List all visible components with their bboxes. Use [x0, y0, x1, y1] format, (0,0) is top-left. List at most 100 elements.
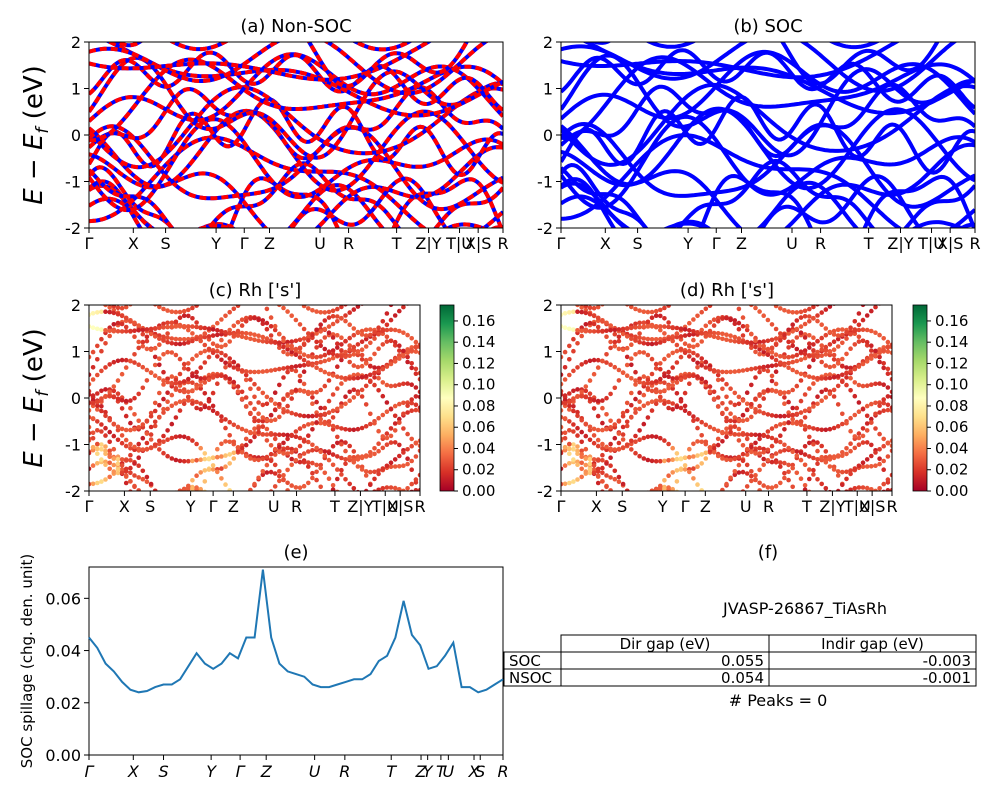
band-dot-c — [380, 327, 386, 332]
band-dot-d — [769, 337, 775, 343]
band-dot-c — [388, 317, 394, 323]
band-dot-c — [397, 382, 402, 388]
band-dot-c — [169, 309, 175, 315]
band-dot-c — [177, 341, 183, 347]
band-dot-c — [372, 336, 377, 341]
band-dot-d — [773, 369, 779, 375]
band-dot-c — [136, 446, 141, 452]
band-dot-c — [252, 481, 257, 487]
band-dot-d — [629, 305, 634, 310]
band-dot-c — [310, 427, 315, 432]
band-dot-d — [650, 495, 655, 500]
band-dot-d — [645, 415, 651, 420]
band-dot-c — [368, 327, 373, 332]
band-dot-d — [662, 356, 667, 362]
band-dot-d — [881, 443, 886, 449]
band-dot-d — [840, 453, 845, 459]
band-dot-c — [368, 453, 373, 459]
band-dot-d — [711, 317, 717, 323]
band-dot-d — [561, 415, 564, 420]
band-dot-d — [703, 456, 709, 461]
band-dot-d — [596, 280, 601, 285]
band-dot-c — [335, 434, 340, 440]
band-dot-d — [703, 422, 709, 428]
band-dot-d — [831, 328, 837, 334]
band-dot-d — [740, 368, 746, 373]
band-dot-d — [699, 363, 704, 368]
band-dot-d — [633, 325, 638, 330]
band-dot-d — [595, 324, 601, 330]
band-dot-c — [409, 382, 415, 388]
band-dot-d — [595, 473, 601, 478]
colorbar-tick-label: 0.08 — [462, 397, 495, 415]
band-dot-d — [852, 327, 858, 332]
band-dot-d — [624, 345, 630, 351]
band-dot-c — [330, 427, 336, 432]
band-dot-d — [786, 533, 791, 538]
band-dot-c — [409, 436, 415, 442]
ytick-label: -1 — [65, 173, 81, 192]
band-dot-d — [769, 387, 775, 393]
band-dot-d — [612, 343, 618, 349]
band-dot-d — [802, 408, 808, 414]
band-dot-d — [604, 395, 609, 401]
band-dot-c — [330, 408, 336, 414]
band-dot-d — [583, 462, 589, 468]
band-dot-c — [264, 438, 270, 443]
band-dot-d — [724, 332, 729, 338]
band-dot-d — [811, 467, 816, 473]
band-dot-c — [231, 456, 237, 461]
band-dot-d — [642, 496, 647, 501]
band-dot-d — [757, 451, 762, 456]
band-dot-d — [670, 376, 675, 381]
band-dot-d — [819, 443, 824, 449]
xtick-label: T — [386, 762, 397, 781]
band-dot-c — [235, 389, 241, 394]
band-dot-d — [761, 346, 766, 351]
band-dot-c — [359, 455, 365, 461]
band-dot-d — [691, 476, 696, 481]
band-dot-c — [368, 332, 373, 338]
band-dot-d — [613, 293, 618, 298]
band-dot-c — [388, 460, 394, 466]
band-dot-c — [285, 516, 290, 521]
band-dot-c — [297, 454, 303, 459]
band-dot-d — [561, 324, 564, 329]
band-dot-c — [397, 416, 402, 422]
band-dot-d — [773, 342, 779, 348]
band-dot-d — [819, 376, 824, 381]
band-dot-c — [223, 534, 228, 539]
band-dot-c — [103, 328, 108, 333]
band-dot-c — [401, 277, 406, 282]
band-dot-c — [203, 288, 208, 293]
band-dot-d — [856, 442, 862, 448]
band-dot-c — [181, 459, 187, 464]
band-dot-d — [695, 330, 700, 335]
band-dot-c — [268, 333, 274, 338]
band-dot-d — [790, 420, 795, 426]
band-dot-d — [633, 496, 638, 501]
band-dot-d — [567, 461, 572, 466]
band-dot-d — [885, 385, 891, 390]
band-dot-d — [674, 360, 680, 365]
band-dot-d — [724, 502, 729, 507]
band-dot-d — [724, 271, 729, 276]
band-dot-d — [790, 520, 795, 525]
band-dot-c — [157, 495, 162, 500]
band-dot-c — [414, 262, 419, 267]
band-dot-d — [579, 394, 584, 399]
band-dot-d — [571, 300, 576, 305]
band-dot-d — [563, 294, 568, 299]
band-dot-d — [579, 474, 584, 480]
band-dot-c — [107, 448, 112, 454]
band-dot-c — [310, 531, 315, 536]
band-dot-c — [310, 395, 315, 400]
band-dot-c — [223, 342, 228, 348]
band-dot-d — [753, 410, 758, 415]
band-dot-c — [173, 401, 179, 406]
band-dot-c — [169, 374, 175, 379]
band-dot-c — [248, 401, 253, 406]
band-dot-d — [703, 332, 709, 337]
band-dot-d — [625, 305, 630, 307]
band-dot-d — [591, 463, 597, 468]
